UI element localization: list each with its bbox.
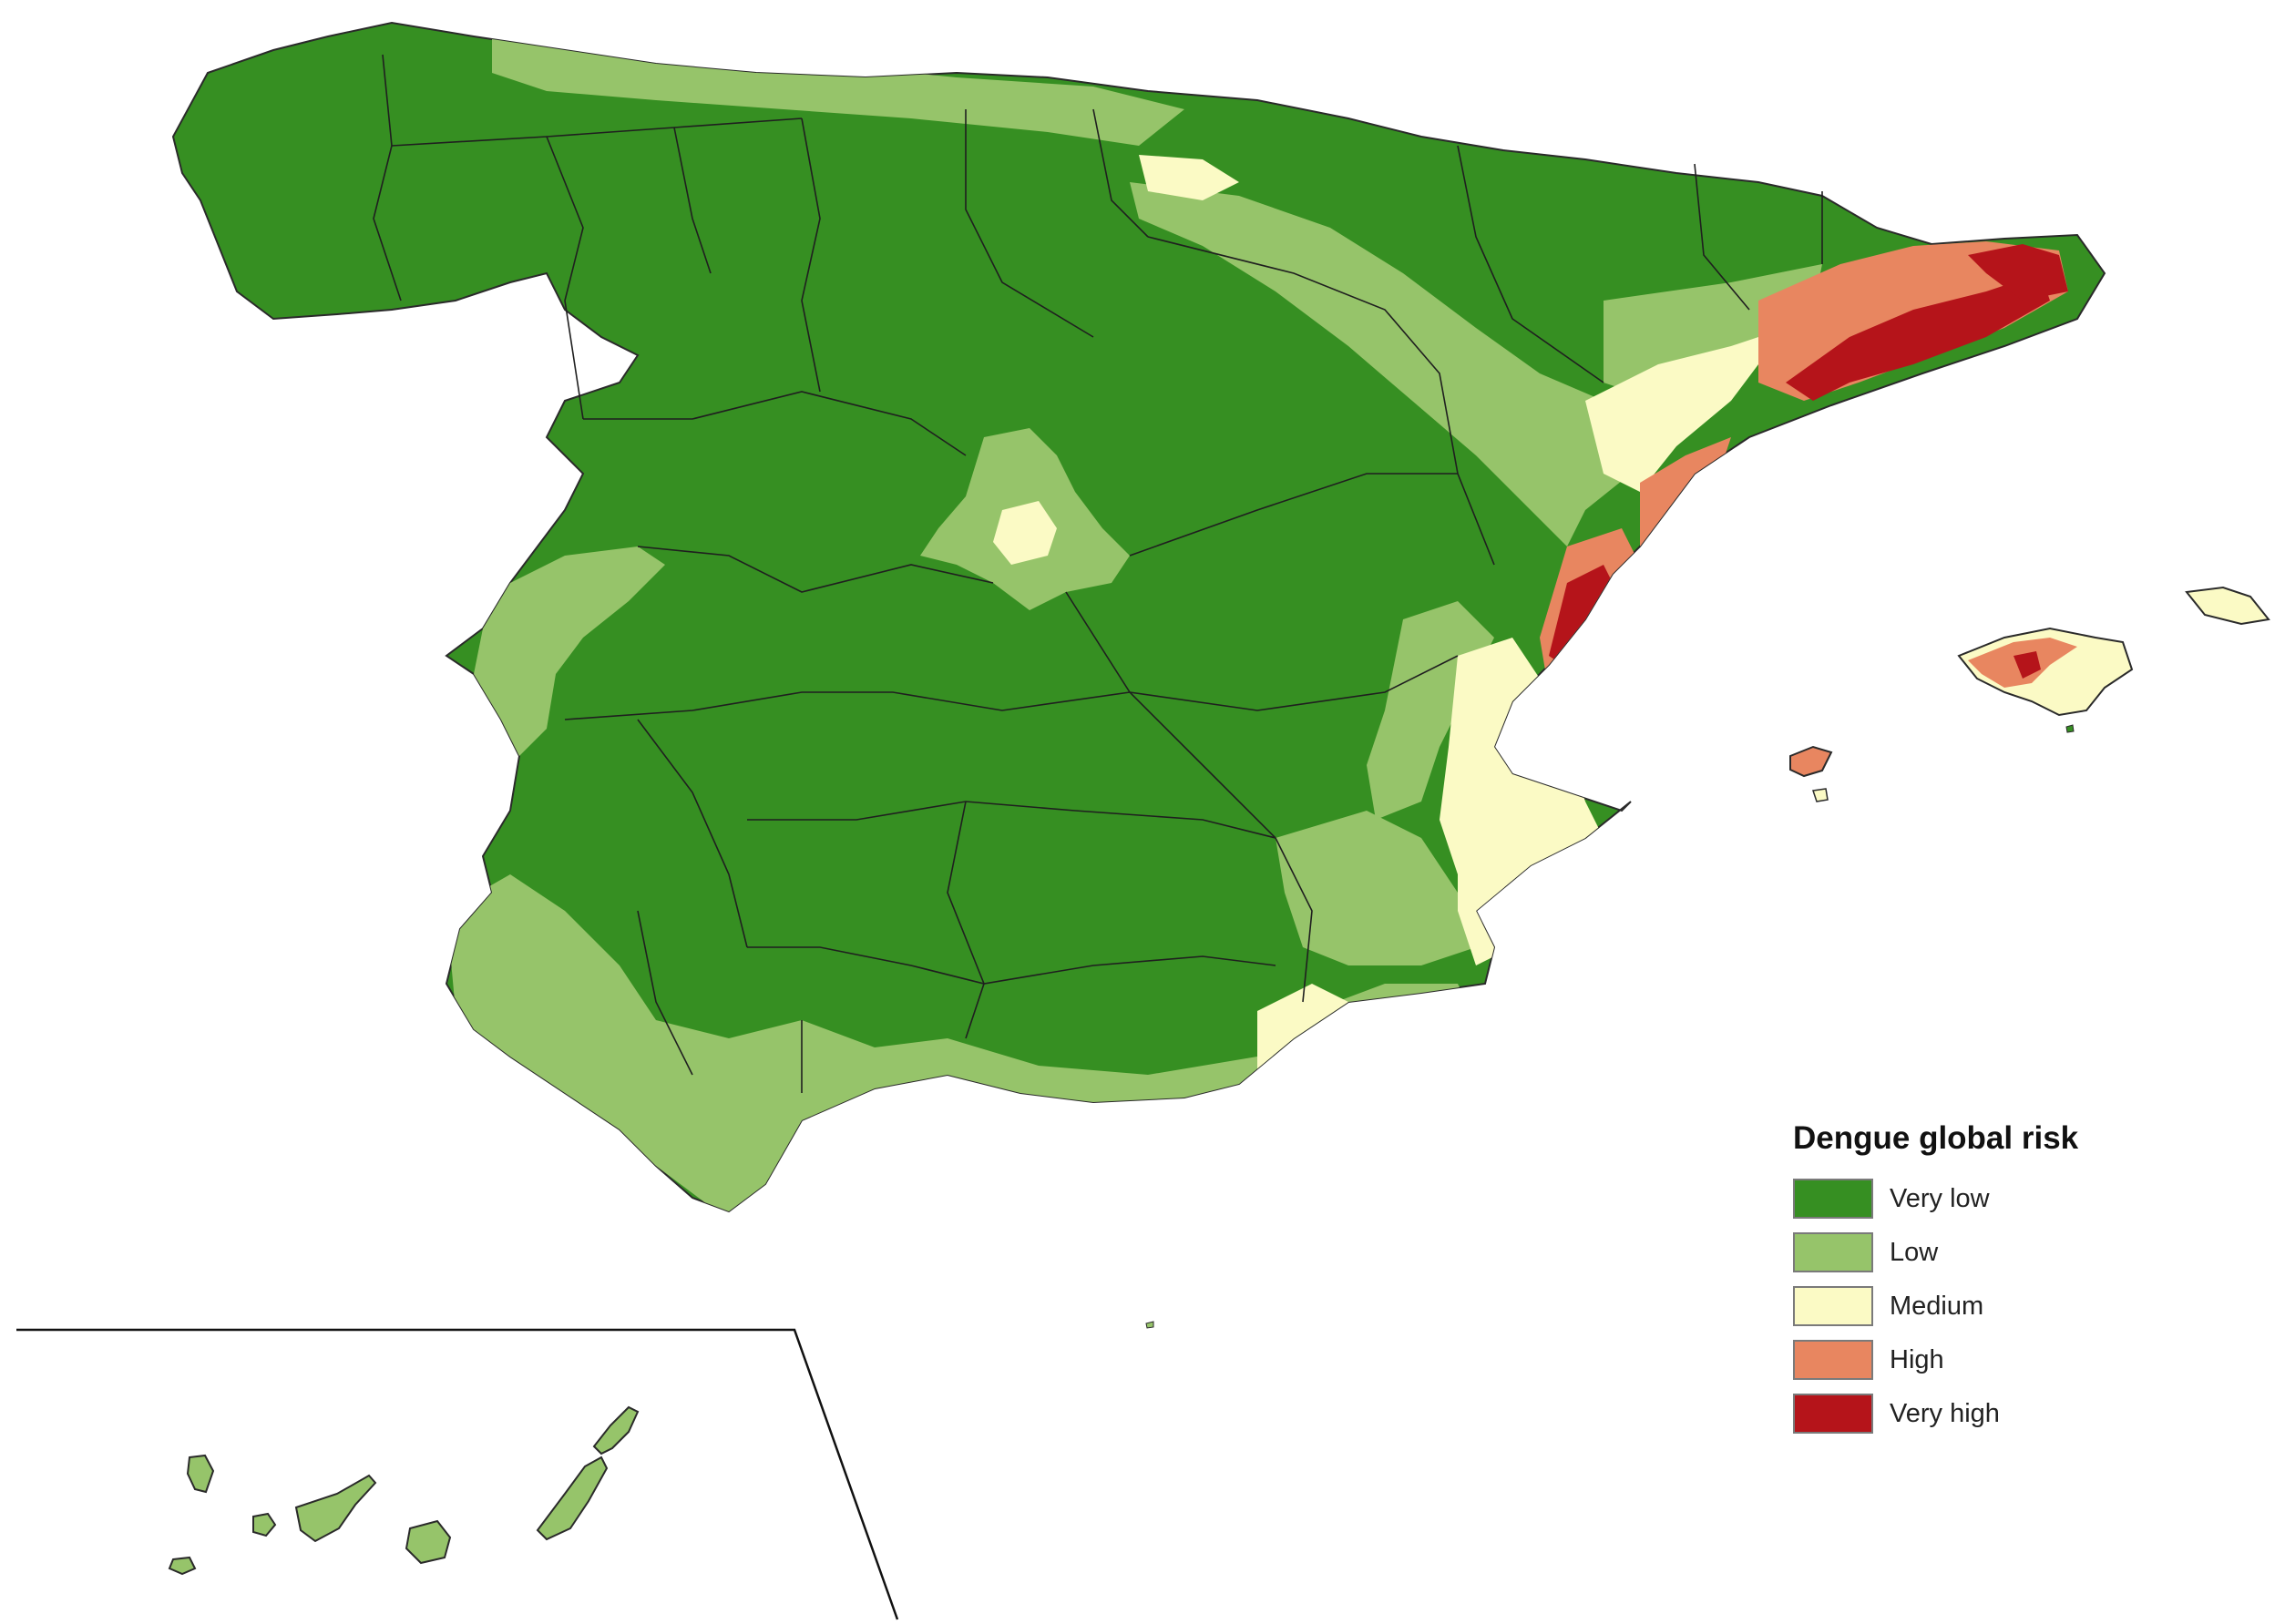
legend-label-medium: Medium: [1890, 1291, 1984, 1321]
legend-label-very-high: Very high: [1890, 1398, 2000, 1428]
balearic-islands: [1789, 586, 2270, 802]
canary-islands: [168, 1405, 640, 1576]
formentera: [1812, 788, 1829, 802]
medium-zone-ebro-coast: [1585, 328, 1786, 492]
very-high-zone-girona: [1968, 244, 2068, 301]
legend-swatch-high: [1793, 1340, 1873, 1380]
la-gomera: [252, 1512, 277, 1537]
legend-swatch-very-high: [1793, 1394, 1873, 1434]
tenerife: [294, 1474, 377, 1543]
el-hierro: [168, 1556, 197, 1576]
legend-title: Dengue global risk: [1793, 1120, 2079, 1156]
legend-label-high: High: [1890, 1344, 1944, 1374]
mallorca-very-high-zone: [2013, 651, 2041, 679]
legend-item-low: Low: [1793, 1229, 2176, 1276]
medium-zone-alicante: [1458, 838, 1585, 965]
legend-label-very-low: Very low: [1890, 1183, 1990, 1213]
low-zone-murcia: [1276, 811, 1476, 965]
la-palma: [186, 1454, 215, 1494]
legend-swatch-medium: [1793, 1286, 1873, 1326]
low-zone-andalusia-south: [446, 874, 1476, 1211]
legend-item-very-high: Very high: [1793, 1390, 2176, 1437]
low-zone-ebro-valley: [1130, 182, 1658, 546]
low-zone-extremadura-west: [474, 546, 665, 765]
gran-canaria: [405, 1519, 452, 1565]
legend-item-medium: Medium: [1793, 1282, 2176, 1330]
legend-label-low: Low: [1890, 1237, 1939, 1267]
ibiza: [1789, 745, 1833, 778]
map-legend: Dengue global risk Very low Low Medium H…: [1793, 1120, 2176, 1444]
lanzarote: [592, 1405, 640, 1455]
legend-item-very-low: Very low: [1793, 1175, 2176, 1222]
cabrera-islet: [2065, 724, 2075, 733]
medium-zone-madrid: [993, 501, 1057, 565]
alboran-islet: [1145, 1321, 1154, 1329]
canary-inset-frame: [16, 1328, 899, 1620]
legend-swatch-very-low: [1793, 1179, 1873, 1219]
legend-item-high: High: [1793, 1336, 2176, 1384]
menorca: [2185, 586, 2270, 626]
fuerteventura: [536, 1455, 609, 1541]
province-borders: [373, 54, 1823, 1093]
very-high-zone-barcelona: [1786, 273, 2050, 401]
legend-swatch-low: [1793, 1232, 1873, 1272]
medium-zone-basque: [1139, 155, 1239, 200]
mainland-spain: [171, 21, 2106, 1213]
